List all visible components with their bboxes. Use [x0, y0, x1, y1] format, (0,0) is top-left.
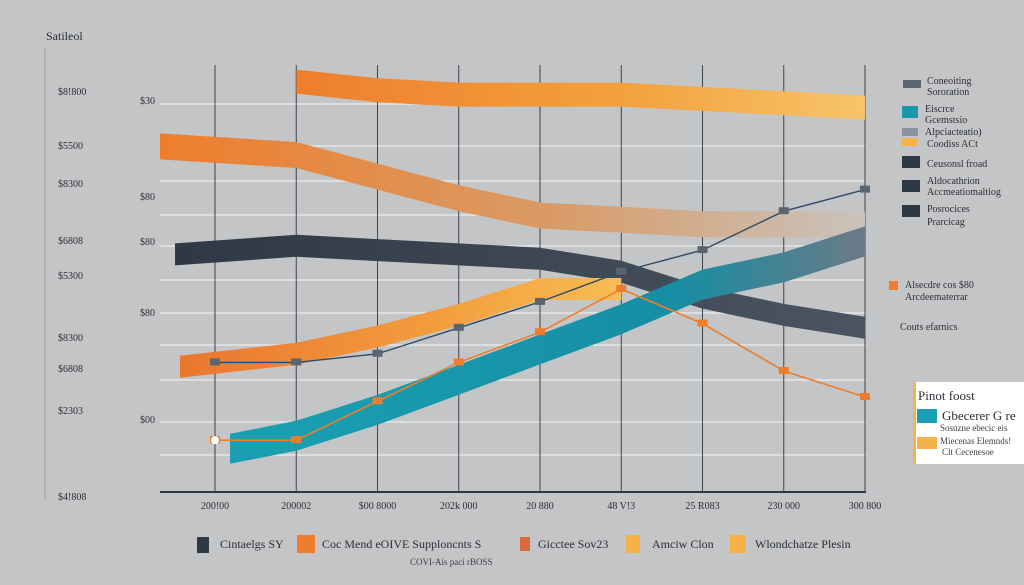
left-axis-label-5: $5300	[58, 271, 83, 282]
band-orange-top	[296, 69, 865, 120]
inset-title: Pinot foost	[918, 388, 975, 403]
x-tick-label-5: 20 880	[526, 501, 554, 512]
band-orange-long	[160, 133, 865, 238]
legend-top-label-6: Coodiss ACt	[927, 139, 978, 150]
legend-bottom-swatch-1	[197, 537, 209, 553]
inner-axis-labels: $30 $80 $80 $80 $00	[140, 96, 155, 426]
left-axis-label-1: $8!800	[58, 87, 86, 98]
legend-bottom-label-1: Cintaelgs SY	[220, 537, 284, 551]
chart-title: Satileol	[46, 29, 83, 43]
series-bands	[160, 69, 865, 464]
legend-swatch-4	[902, 138, 918, 146]
dark-marker-1	[210, 358, 220, 366]
legend-swatch-1	[903, 80, 921, 88]
left-axis-labels: $8!800 $5500 $8300 $6808 $5300 $8300 $6808 $230…	[58, 87, 86, 503]
dark-marker-6	[616, 267, 627, 275]
series-markers	[210, 185, 870, 445]
legend-top-label-2: Sororation	[927, 87, 969, 98]
left-axis-label-8: $2303	[58, 406, 83, 417]
legend-bottom-label-3: Gicctee Sov23	[538, 537, 608, 551]
legend-top-label-4: Gcemstsio	[925, 115, 967, 126]
x-tick-label-7: 25 R083	[685, 501, 719, 512]
legend-top-label-11: Prarcicag	[927, 217, 965, 228]
dark-marker-2	[291, 358, 302, 366]
orange-marker-8	[778, 367, 789, 375]
bottom-caption: COVI-Ais paci rBOSS	[410, 557, 493, 567]
legend-top-label-9: Accmeatiomaltiog	[927, 187, 1001, 198]
legend-bottom-label-2: Coc Mend eOIVE Supploncnts S	[322, 537, 481, 551]
dark-marker-9	[860, 185, 870, 193]
inset-entry-1: Gbecerer G re	[942, 408, 1016, 423]
legend-top-label-8: Aldocathrion	[927, 176, 980, 187]
left-axis-label-9: $4!808	[58, 492, 86, 503]
x-tick-label-3: $00 8000	[359, 501, 397, 512]
inset-accent	[913, 382, 916, 464]
inset-entry-1-sub: Sosuzne ebecic eis	[940, 423, 1008, 433]
left-axis-label-6: $8300	[58, 333, 83, 344]
legend-bottom-swatch-3	[520, 537, 530, 551]
left-axis-label-4: $6808	[58, 236, 83, 247]
dark-marker-5	[535, 297, 545, 305]
inner-axis-label-5: $00	[140, 415, 155, 426]
inner-axis-label-2: $80	[140, 192, 155, 203]
dark-marker-3	[372, 349, 383, 357]
legend-bottom: Cintaelgs SY Coc Mend eOIVE Supploncnts …	[197, 535, 851, 567]
orange-marker-5	[535, 328, 545, 336]
legend-bottom-swatch-2	[297, 535, 315, 553]
legend-top: Coneoiting Sororation Eiscrce Gcemstsio …	[902, 76, 1001, 228]
legend-bottom-swatch-5	[730, 535, 746, 553]
legend-bottom-swatch-4	[626, 535, 640, 553]
x-tick-label-9: 300 800	[849, 501, 882, 512]
x-tick-label-1: 200!00	[201, 501, 229, 512]
x-tick-label-8: 230 000	[768, 501, 801, 512]
orange-marker-7	[697, 319, 708, 327]
x-tick-label-4: 202k 000	[440, 501, 478, 512]
band-teal	[230, 226, 865, 464]
legend-bottom-label-4: Amciw Clon	[652, 537, 714, 551]
inset-entry-2-sub: Clt Cecenesoe	[942, 447, 994, 457]
left-axis-label-7: $6808	[58, 364, 83, 375]
legend-swatch-7	[902, 205, 920, 217]
legend-top-label-10: Posrocices	[927, 204, 970, 215]
legend-top-label-5: Alpciacteatio)	[925, 127, 982, 138]
legend-top-label-3: Eiscrce	[925, 104, 955, 115]
inner-axis-label-1: $30	[140, 96, 155, 107]
side-annotation-3: Couts efarnics	[900, 322, 958, 333]
orange-marker-3	[372, 397, 383, 405]
left-axis-label-2: $5500	[58, 141, 83, 152]
inset-swatch-teal	[917, 409, 937, 423]
side-annotation-2: Arcdeematerrar	[905, 292, 968, 303]
orange-marker-6	[616, 284, 627, 292]
legend-swatch-2	[902, 106, 918, 118]
legend-swatch-3	[902, 128, 918, 136]
legend-swatch-5	[902, 156, 920, 168]
legend-bottom-label-5: Wlondchatze Plesin	[755, 537, 851, 551]
band-orange-low	[180, 278, 622, 378]
inset-legend: Pinot foost Gbecerer G re Sosuzne ebecic…	[913, 382, 1024, 464]
legend-top-label-1: Coneoiting	[927, 76, 971, 87]
inner-axis-label-3: $80	[140, 237, 155, 248]
legend-swatch-6	[902, 180, 920, 192]
legend-top-label-7: Ceusonsl froad	[927, 159, 987, 170]
dark-marker-8	[778, 207, 789, 215]
x-tick-label-2: 200002	[281, 501, 311, 512]
x-tick-label-6: 48 V!3	[607, 501, 635, 512]
inset-swatch-amber	[917, 437, 937, 449]
dark-marker-7	[697, 246, 708, 254]
dark-marker-4	[453, 323, 464, 331]
band-navy	[175, 234, 865, 339]
orange-marker-9	[860, 392, 870, 400]
side-annotation-1: Alsecdre cos $80	[905, 280, 974, 291]
x-tick-labels: 200!00 200002 $00 8000 202k 000 20 880 48 V!3…	[201, 501, 881, 512]
annotation-swatch	[889, 281, 898, 290]
orange-marker-4	[453, 358, 464, 366]
start-dot	[211, 436, 219, 445]
orange-marker-2	[291, 436, 302, 444]
inner-axis-label-4: $80	[140, 308, 155, 319]
left-axis-label-3: $8300	[58, 179, 83, 190]
inset-entry-2: Miecenas Elemnds!	[940, 436, 1011, 446]
